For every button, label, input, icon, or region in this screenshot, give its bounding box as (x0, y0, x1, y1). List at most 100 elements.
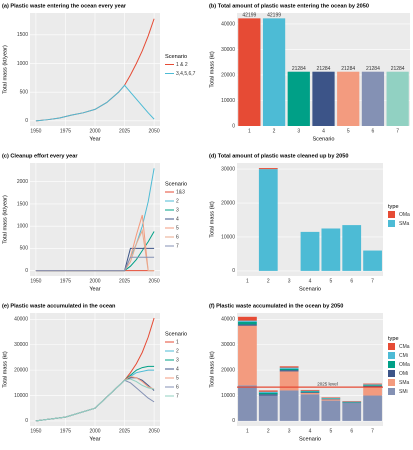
x-tick-label: 7 (371, 428, 374, 434)
x-tick-label: 1975 (60, 428, 71, 434)
bar-segment (300, 391, 320, 393)
y-axis-label: Total mass (kt/year) (2, 195, 8, 244)
panel-title: (c) Cleanup effort every year (2, 153, 78, 159)
x-tick-label: 2025 (119, 278, 130, 284)
legend-label: 5 (176, 225, 179, 231)
bar-segment (279, 367, 299, 369)
bar-segment (238, 385, 257, 421)
x-tick-label: 4 (309, 278, 312, 284)
x-tick-label: 2000 (89, 278, 100, 284)
x-axis-label: Scenario (312, 136, 334, 142)
legend-swatch (388, 220, 395, 227)
legend-title: type (388, 336, 399, 342)
legend-label: 7 (176, 393, 179, 399)
y-tick-label: 1500 (17, 32, 28, 38)
bar-segment (363, 385, 382, 386)
legend-swatch (388, 352, 395, 359)
bar-segment (238, 320, 257, 322)
bar-segment (342, 401, 362, 403)
legend-label: 3 (176, 207, 179, 213)
data-label: 21284 (317, 66, 331, 72)
x-tick-label: 1975 (60, 128, 71, 134)
y-axis-label: Total mass (kt) (209, 51, 215, 88)
legend-label: 6 (176, 384, 179, 390)
legend-label: 6 (176, 234, 179, 240)
bar (262, 18, 286, 127)
bar-segment (258, 390, 278, 392)
bar-segment (258, 391, 278, 393)
legend-label: CMi (399, 353, 408, 359)
x-tick-label: 2025 (119, 128, 130, 134)
bar-segment (300, 392, 320, 393)
y-tick-label: 40000 (221, 317, 235, 323)
bar-segment (342, 402, 362, 404)
bar-segment (321, 397, 341, 399)
legend-label: SMi (399, 389, 408, 395)
legend-label: 3 (176, 357, 179, 363)
legend-swatch (388, 211, 395, 218)
bar-segment (300, 231, 320, 271)
bar-segment (363, 395, 382, 421)
legend-label: CMa (399, 344, 410, 350)
y-tick-label: 0 (232, 268, 235, 274)
bar-segment (342, 401, 362, 402)
x-tick-label: 4 (309, 428, 312, 434)
bar (386, 71, 409, 126)
bar-segment (300, 390, 320, 392)
y-tick-label: 20000 (221, 367, 235, 373)
y-tick-label: 0 (25, 418, 28, 424)
bar-segment (321, 398, 341, 400)
y-tick-label: 500 (20, 89, 29, 95)
bar-segment (300, 394, 320, 421)
y-tick-label: 30000 (221, 342, 235, 348)
x-tick-label: 6 (350, 278, 353, 284)
x-axis-label: Year (89, 286, 100, 292)
x-tick-label: 1950 (30, 278, 41, 284)
legend-label: 1 (176, 339, 179, 345)
x-tick-label: 2000 (89, 428, 100, 434)
bar-segment (258, 169, 278, 271)
data-label: 21284 (391, 66, 405, 72)
legend-title: Scenario (165, 331, 187, 337)
panel-title: (d) Total amount of plastic waste cleane… (209, 153, 348, 159)
x-tick-label: 6 (372, 128, 375, 134)
panel-title: (b) Total amount of plastic waste enteri… (209, 3, 369, 9)
bar-segment (363, 385, 382, 387)
x-tick-label: 1 (248, 128, 251, 134)
bar-segment (363, 250, 382, 271)
bar-segment (342, 402, 362, 403)
bar-segment (321, 228, 341, 271)
x-tick-label: 7 (371, 278, 374, 284)
x-tick-label: 2025 (119, 428, 130, 434)
x-tick-label: 1 (246, 428, 249, 434)
bar-segment (279, 370, 299, 372)
bar-segment (300, 389, 320, 391)
x-axis-label: Year (89, 136, 100, 142)
x-tick-label: 2 (267, 278, 270, 284)
bar-segment (238, 324, 257, 326)
y-tick-label: 20000 (221, 72, 235, 78)
y-axis-label: Total mass (kt) (209, 201, 215, 238)
bar-segment (321, 397, 341, 398)
x-tick-label: 5 (329, 278, 332, 284)
panel-title: (f) Plastic waste accumulated in the oce… (209, 303, 343, 309)
legend-swatch (388, 343, 395, 350)
y-tick-label: 0 (25, 268, 28, 274)
y-tick-label: 30000 (14, 342, 28, 348)
y-tick-label: 10000 (221, 98, 235, 104)
x-tick-label: 2050 (149, 278, 160, 284)
legend-swatch (388, 370, 395, 377)
legend-swatch (388, 379, 395, 386)
bar-segment (279, 366, 299, 368)
legend-label: 3,4,5,6,7 (176, 71, 196, 77)
x-tick-label: 2050 (149, 428, 160, 434)
legend-title: type (388, 204, 399, 210)
y-tick-label: 1000 (17, 224, 28, 230)
x-tick-label: 5 (347, 128, 350, 134)
x-tick-label: 5 (329, 428, 332, 434)
bar (287, 71, 310, 126)
x-tick-label: 7 (396, 128, 399, 134)
reference-label: 2025 level (317, 381, 338, 386)
y-tick-label: 30000 (221, 47, 235, 53)
